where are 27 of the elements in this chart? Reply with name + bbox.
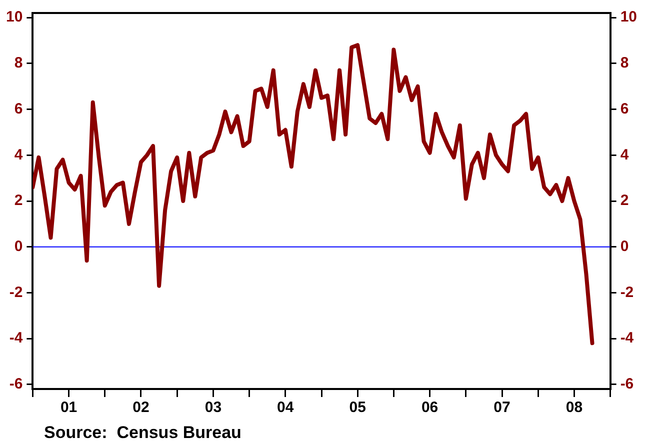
y-tick-label: -4 bbox=[9, 330, 24, 347]
y2-tick-label: 10 bbox=[620, 8, 638, 26]
x-tick-label: 07 bbox=[494, 399, 510, 416]
y2-tick-label: -4 bbox=[620, 330, 634, 347]
y-tick-label: 2 bbox=[14, 192, 23, 210]
y-tick-label: 8 bbox=[14, 54, 23, 72]
y-tick-label: -6 bbox=[9, 376, 23, 393]
y2-tick-label: 4 bbox=[620, 146, 630, 164]
x-tick-label: 04 bbox=[277, 399, 294, 416]
x-tick-label: 02 bbox=[132, 399, 150, 416]
y2-tick-label: 0 bbox=[620, 238, 629, 255]
y-tick-label: 4 bbox=[14, 146, 24, 164]
y-tick-label: 10 bbox=[6, 8, 23, 26]
x-tick-label: 01 bbox=[60, 399, 78, 416]
x-tick-label: 03 bbox=[204, 399, 222, 416]
y2-tick-label: -6 bbox=[620, 376, 634, 393]
y2-tick-label: 8 bbox=[620, 54, 629, 72]
y2-tick-label: 2 bbox=[620, 192, 629, 210]
y-tick-label: -2 bbox=[9, 284, 23, 301]
y2-tick-label: -2 bbox=[620, 284, 634, 301]
x-tick-label: 06 bbox=[421, 399, 438, 416]
y-tick-label: 0 bbox=[14, 238, 23, 255]
x-tick-label: 05 bbox=[349, 399, 366, 416]
x-tick-label: 08 bbox=[566, 399, 583, 416]
y-tick-label: 6 bbox=[14, 100, 23, 118]
source-note: Source: Census Bureau bbox=[44, 423, 242, 442]
y2-tick-label: 6 bbox=[620, 100, 629, 118]
